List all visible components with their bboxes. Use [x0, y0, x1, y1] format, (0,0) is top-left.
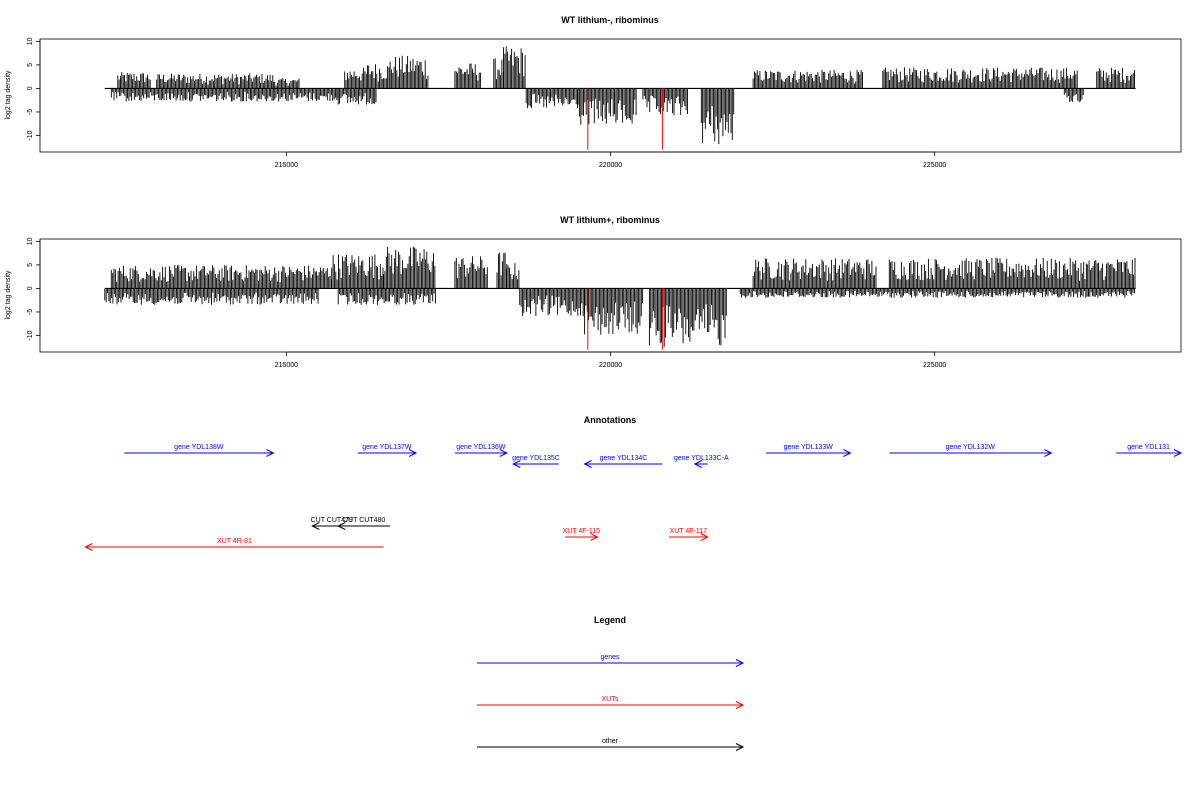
- feature-arrowhead: [1173, 449, 1183, 457]
- track-panel-lithium-minus: WT lithium-, ribominus log2 tag density …: [5, 15, 1182, 169]
- y-tick-label: -5: [27, 109, 34, 115]
- y-axis-label: log2 tag density: [5, 270, 12, 320]
- feature-arrowhead: [590, 533, 599, 541]
- feature-label: gene YDL136W: [456, 444, 506, 451]
- feature-arrowhead: [1044, 449, 1053, 457]
- feature-label: XUT 4R-81: [217, 538, 252, 545]
- y-tick-label: 10: [27, 237, 34, 245]
- xut-annotation: XUT 4F-117: [668, 528, 709, 541]
- feature-label: other: [602, 738, 619, 745]
- feature-arrowhead: [693, 460, 703, 468]
- x-tick-label: 220000: [599, 362, 622, 369]
- gene-annotation: gene YDL138W: [124, 444, 275, 457]
- gene-annotation: gene YDL133C-A: [674, 455, 729, 468]
- density-bars: [104, 46, 1136, 150]
- density-bars: [104, 246, 1136, 350]
- y-tick-label: 10: [27, 37, 34, 45]
- y-tick-label: 5: [27, 63, 34, 67]
- y-axis: 10 5 0 -5 -10: [27, 237, 41, 341]
- y-axis-label: log2 tag density: [5, 70, 12, 120]
- y-tick-label: 0: [27, 86, 34, 90]
- y-tick-label: 5: [27, 263, 34, 267]
- xut-annotation: XUT 4F-115: [563, 528, 601, 541]
- feature-arrowhead: [735, 659, 745, 667]
- feature-label: gene YDL138W: [174, 444, 224, 451]
- track-panel-lithium-plus: WT lithium+, ribominus log2 tag density …: [5, 215, 1182, 369]
- y-tick-label: 0: [27, 286, 34, 290]
- gene-annotation: gene YDL131: [1116, 444, 1183, 457]
- feature-arrowhead: [735, 743, 745, 751]
- feature-label: gene YDL133C-A: [674, 455, 729, 462]
- feature-arrowhead: [512, 460, 521, 468]
- feature-arrowhead: [84, 543, 93, 551]
- feature-arrowhead: [311, 522, 320, 530]
- feature-label: gene YDL135C: [512, 455, 560, 462]
- legend-title: Legend: [594, 615, 626, 625]
- gene-annotation: gene YDL132W: [889, 444, 1053, 457]
- gene-annotation: gene YDL136W: [454, 444, 508, 457]
- feature-label: gene YDL137W: [362, 444, 412, 451]
- annotations-track: Annotations gene YDL138W gene YDL137W gene…: [84, 415, 1183, 551]
- other-annotation: CUT CUT480: [337, 517, 391, 530]
- feature-label: XUTs: [602, 696, 619, 703]
- x-tick-label: 215000: [275, 362, 298, 369]
- feature-label: CUT CUT479: [311, 517, 353, 524]
- y-tick-label: -10: [27, 130, 34, 140]
- feature-arrowhead: [735, 701, 745, 709]
- panel-title: WT lithium-, ribominus: [561, 15, 659, 25]
- feature-label: CUT CUT480: [343, 517, 385, 524]
- y-tick-label: -5: [27, 309, 34, 315]
- annotation-features: gene YDL138W gene YDL137W gene YDL136W gene…: [84, 444, 1183, 551]
- x-axis: 215000 220000 225000: [275, 351, 946, 369]
- feature-arrowhead: [583, 460, 592, 468]
- x-tick-label: 220000: [599, 162, 622, 169]
- gene-annotation: gene YDL137W: [357, 444, 418, 457]
- feature-arrowhead: [843, 449, 852, 457]
- gene-annotation: gene YDL134C: [583, 455, 663, 468]
- legend-item: XUTs: [477, 696, 745, 709]
- feature-arrowhead: [266, 449, 275, 457]
- legend-item: other: [477, 738, 745, 751]
- feature-arrowhead: [408, 449, 418, 457]
- y-axis: 10 5 0 -5 -10: [27, 37, 41, 141]
- feature-arrowhead: [499, 449, 508, 457]
- feature-label: gene YDL131: [1127, 444, 1170, 451]
- feature-arrowhead: [337, 522, 346, 530]
- x-tick-label: 225000: [923, 362, 946, 369]
- y-tick-label: -10: [27, 330, 34, 340]
- x-tick-label: 215000: [275, 162, 298, 169]
- annotations-title: Annotations: [584, 415, 637, 425]
- xut-annotation: XUT 4R-81: [84, 538, 384, 551]
- feature-label: XUT 4F-117: [670, 528, 708, 535]
- feature-label: gene YDL132W: [946, 444, 996, 451]
- feature-label: gene YDL134C: [600, 455, 648, 462]
- gene-annotation: gene YDL135C: [512, 455, 560, 468]
- legend-items: genes XUTs other: [477, 654, 745, 751]
- gene-annotation: gene YDL133W: [766, 444, 852, 457]
- feature-label: genes: [600, 654, 620, 661]
- legend: Legend genes XUTs other: [477, 615, 745, 751]
- feature-label: XUT 4F-115: [563, 528, 601, 535]
- feature-label: gene YDL133W: [784, 444, 834, 451]
- x-axis: 215000 220000 225000: [275, 151, 946, 169]
- legend-item: genes: [477, 654, 745, 667]
- feature-arrowhead: [700, 533, 709, 541]
- x-tick-label: 225000: [923, 162, 946, 169]
- panel-title: WT lithium+, ribominus: [560, 215, 660, 225]
